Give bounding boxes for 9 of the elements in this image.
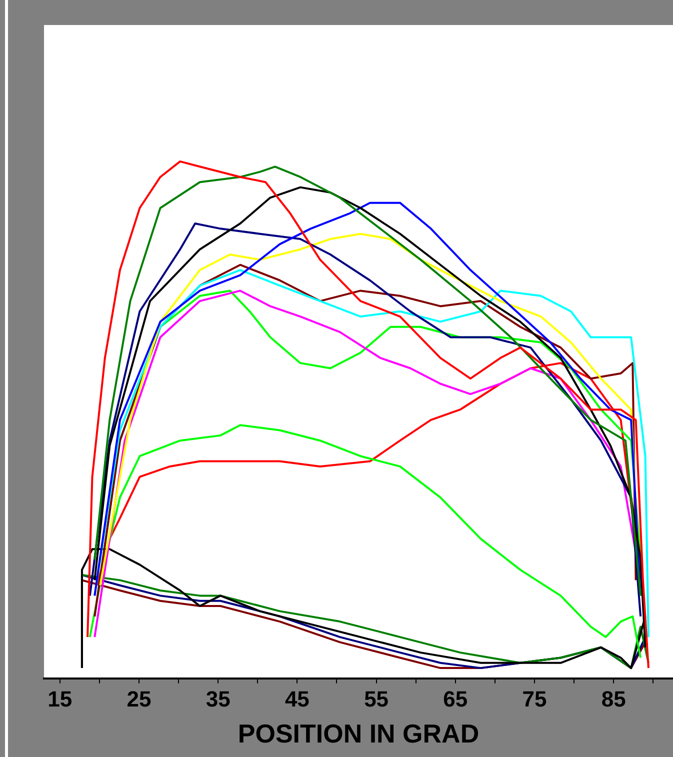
- x-tick-label: 25: [126, 686, 152, 712]
- x-tick-label: 85: [601, 686, 626, 712]
- x-axis-title: POSITION IN GRAD: [238, 718, 480, 749]
- x-tick-label: 75: [522, 686, 547, 712]
- x-tick-label: 55: [364, 686, 389, 712]
- x-tick-label: 35: [206, 686, 230, 712]
- x-tick-label: 15: [48, 686, 72, 712]
- x-tick-label: 65: [443, 686, 468, 712]
- x-tick-label: 45: [284, 686, 310, 712]
